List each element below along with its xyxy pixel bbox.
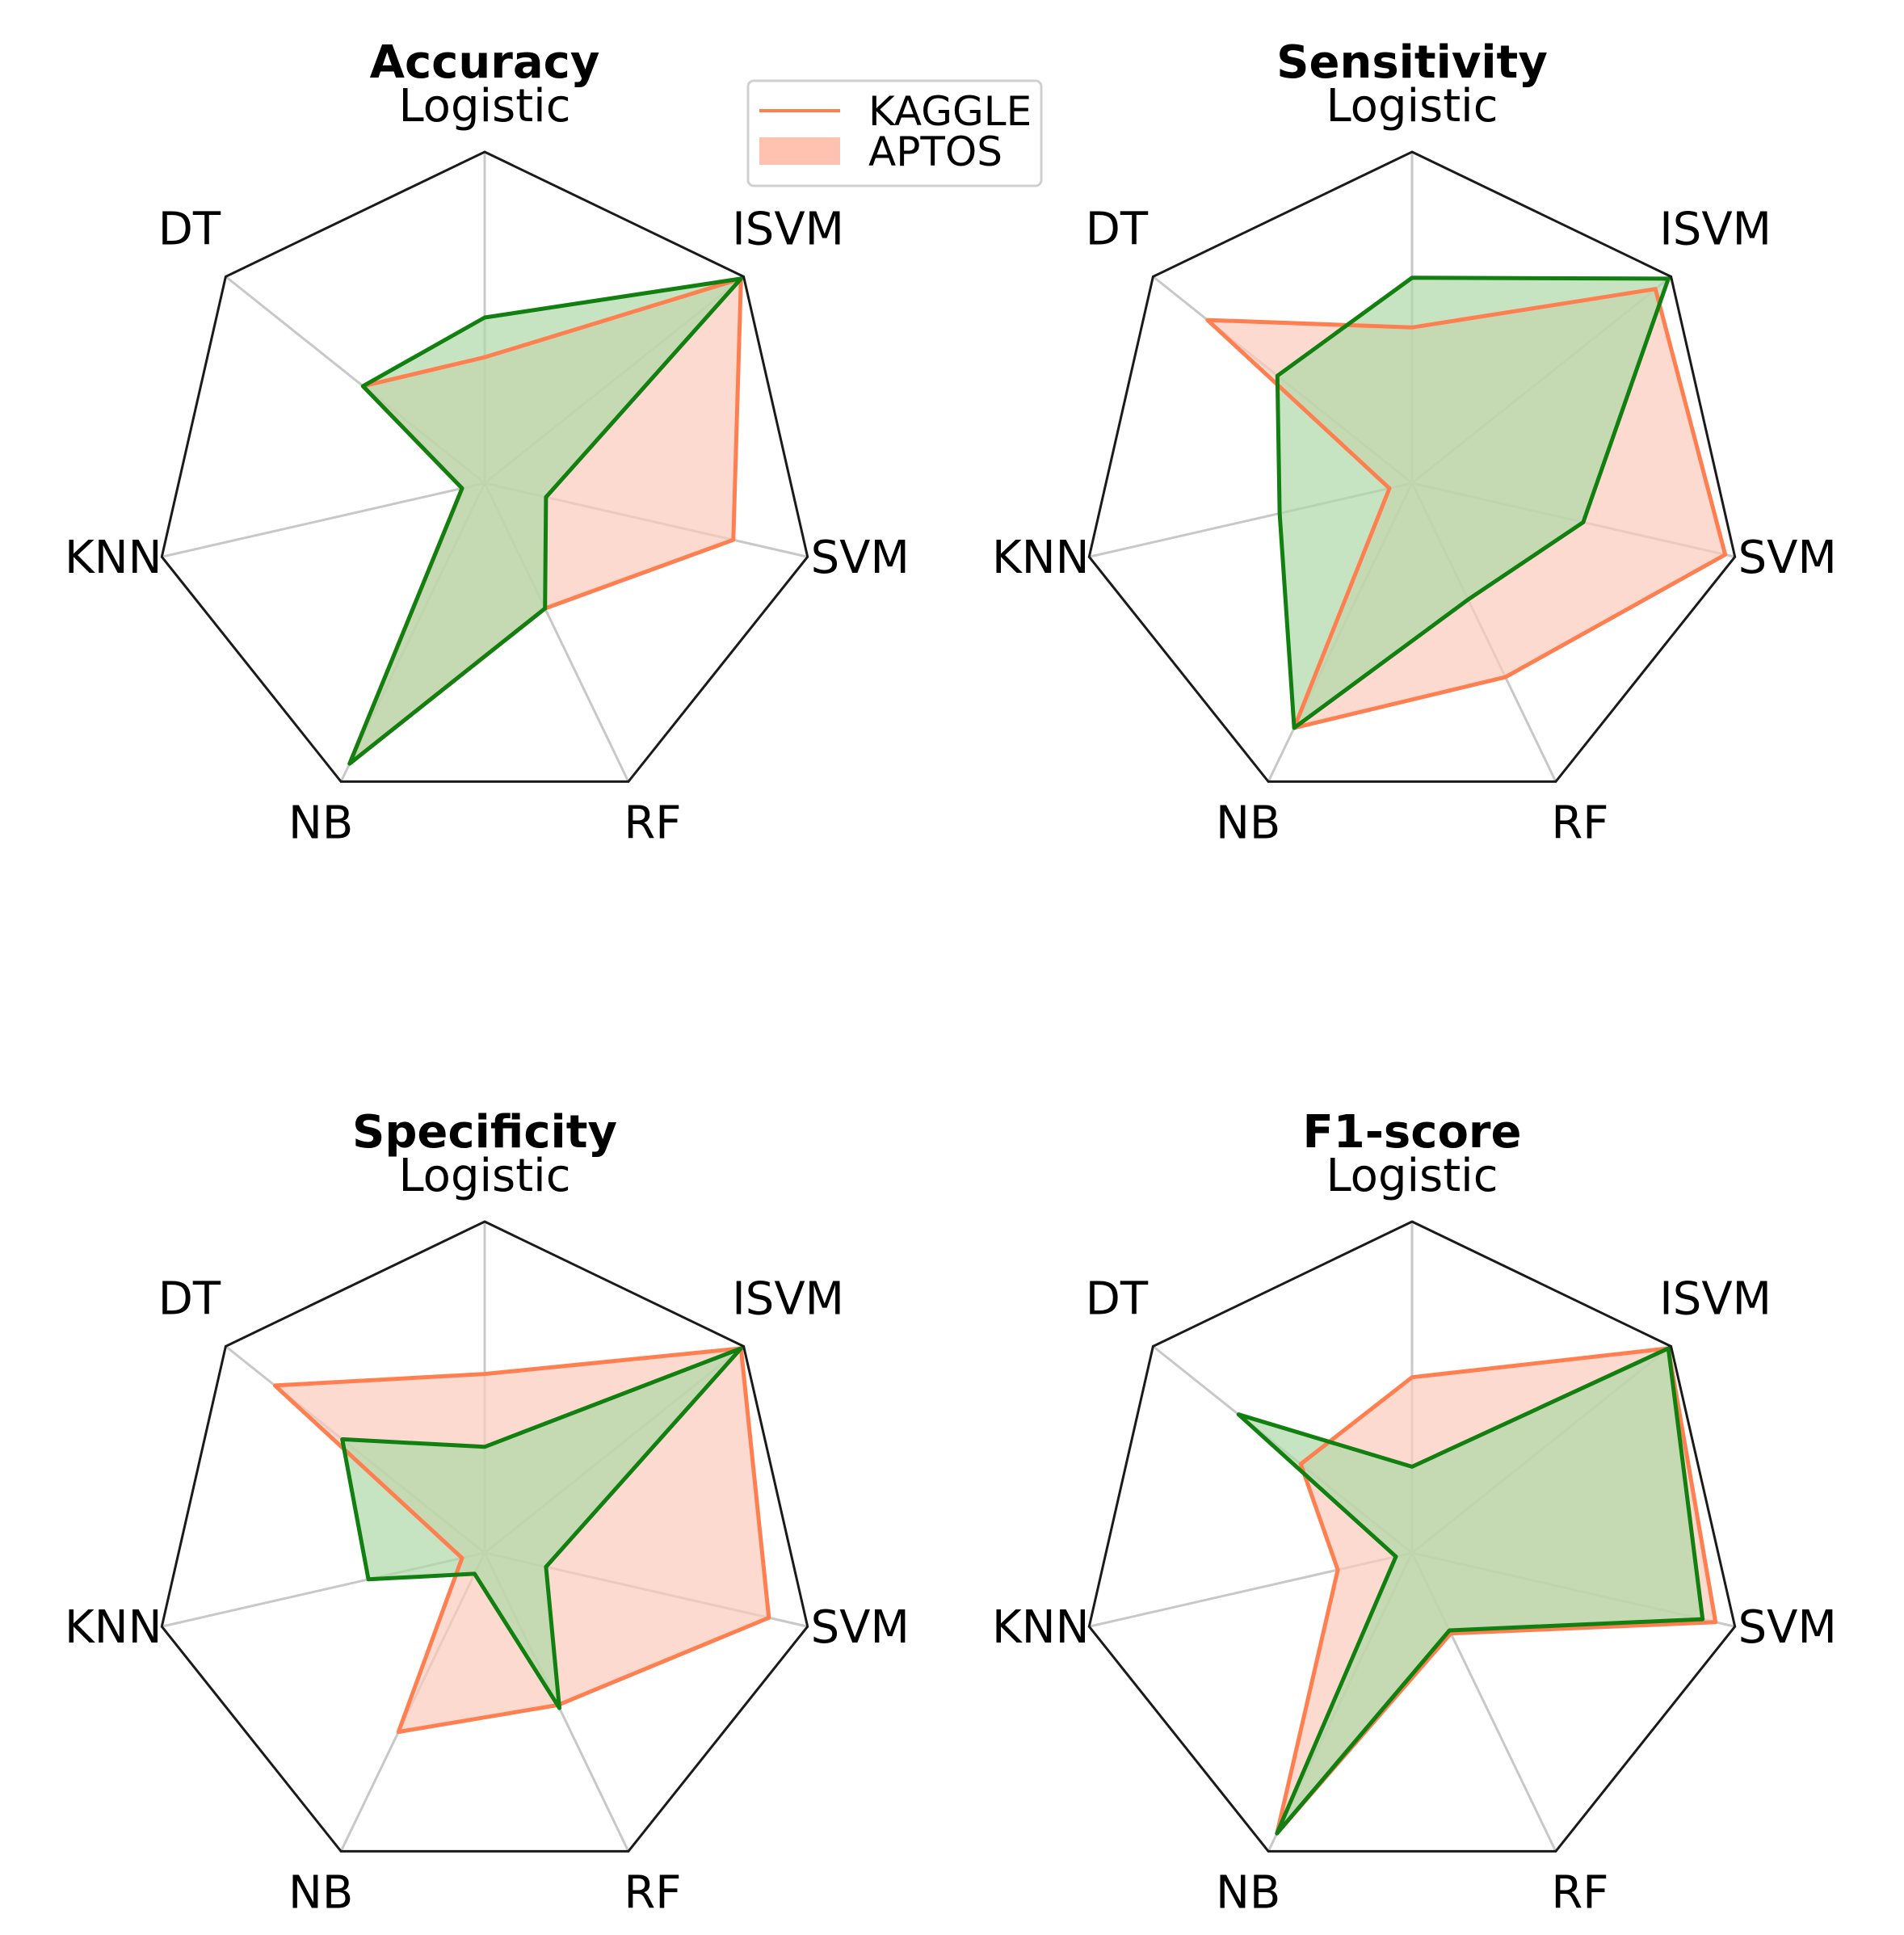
radar-frame	[160, 150, 809, 783]
series-fill-aptos	[1277, 277, 1669, 728]
axis-label-knn: KNN	[65, 532, 162, 584]
axis-label-logistic: Logistic	[398, 1150, 570, 1202]
chart-title: Specificity	[352, 1106, 617, 1159]
axis-label-dt: DT	[1086, 1272, 1149, 1325]
axis-label-nb: NB	[1216, 1866, 1280, 1919]
axis-label-nb: NB	[1216, 797, 1280, 849]
series-line-aptos	[340, 1346, 743, 1710]
legend-kaggle-label: KAGGLE	[868, 88, 1032, 135]
radar-frame	[1087, 1220, 1737, 1853]
series-line-kaggle	[1205, 287, 1728, 730]
series-line-kaggle	[272, 1346, 771, 1735]
axis-label-dt: DT	[1086, 203, 1149, 255]
series-fill-aptos	[342, 1348, 742, 1709]
radar-frame	[160, 1220, 809, 1853]
axis-label-logistic: Logistic	[398, 80, 570, 133]
radar-frame	[1087, 150, 1737, 783]
axis-label-svm: SVM	[1738, 532, 1837, 584]
axis-label-knn: KNN	[65, 1601, 162, 1654]
axis-label-rf: RF	[1551, 1866, 1608, 1919]
axis-label-rf: RF	[624, 1866, 681, 1919]
series-line-aptos	[1236, 1346, 1705, 1836]
series-line-aptos	[1275, 276, 1671, 730]
axis-label-nb: NB	[288, 797, 353, 849]
axis-label-svm: SVM	[1738, 1601, 1837, 1654]
axis-label-dt: DT	[158, 1272, 221, 1325]
chart-title: Accuracy	[370, 36, 600, 89]
spoke-knn	[161, 482, 485, 558]
charts-layer: AccuracyLogisticISVMSVMRFNBKNNDTSensitiv…	[65, 36, 1837, 1919]
axis-label-logistic: Logistic	[1326, 1150, 1498, 1202]
axis-label-rf: RF	[624, 797, 681, 849]
axis-label-knn: KNN	[992, 1601, 1090, 1654]
axis-label-isvm: ISVM	[732, 1272, 844, 1325]
axis-label-knn: KNN	[992, 532, 1090, 584]
legend-aptos-label: APTOS	[868, 128, 1002, 175]
legend: KAGGLE APTOS	[746, 79, 1043, 187]
series-fill-aptos	[1238, 1348, 1703, 1834]
axis-label-isvm: ISVM	[1659, 1272, 1772, 1325]
axis-label-dt: DT	[158, 203, 221, 255]
axis-label-logistic: Logistic	[1326, 80, 1498, 133]
axis-label-isvm: ISVM	[1659, 203, 1772, 255]
axis-label-svm: SVM	[811, 532, 910, 584]
chart-title: Sensitivity	[1276, 36, 1548, 89]
axis-label-rf: RF	[1551, 797, 1608, 849]
axis-label-isvm: ISVM	[732, 203, 844, 255]
chart-title: F1-score	[1302, 1106, 1521, 1159]
axis-label-svm: SVM	[811, 1601, 910, 1654]
axis-label-nb: NB	[288, 1866, 353, 1919]
legend-aptos-fill-swatch	[759, 137, 840, 165]
series-line-aptos	[347, 276, 743, 766]
